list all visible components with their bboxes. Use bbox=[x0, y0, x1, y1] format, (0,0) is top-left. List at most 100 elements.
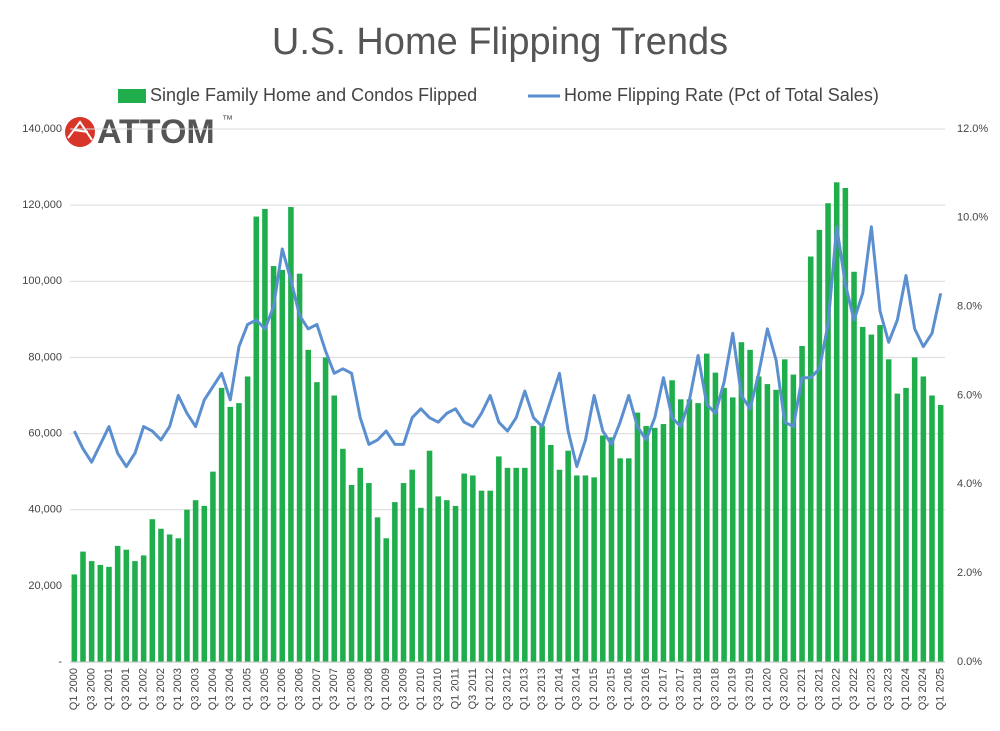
x-tick-label: Q1 2006 bbox=[276, 668, 288, 710]
bar bbox=[513, 467, 519, 662]
bar bbox=[522, 467, 528, 662]
bar bbox=[911, 357, 918, 662]
x-tick-label: Q1 2011 bbox=[449, 668, 461, 709]
bar bbox=[444, 500, 450, 662]
x-tick-label: Q1 2022 bbox=[831, 668, 843, 710]
x-tick-label: Q1 2004 bbox=[207, 668, 219, 710]
logo: ATTOM ™ bbox=[65, 113, 233, 151]
y-tick-label: 100,000 bbox=[22, 275, 62, 287]
line bbox=[72, 225, 943, 469]
bar bbox=[747, 349, 753, 662]
chart-title: U.S. Home Flipping Trends bbox=[272, 21, 728, 63]
bar bbox=[331, 395, 338, 662]
x-tick-label: Q3 2024 bbox=[917, 668, 929, 710]
bar bbox=[88, 561, 95, 662]
bar bbox=[279, 269, 286, 662]
bar bbox=[166, 534, 173, 662]
y2-tick-label: 4.0% bbox=[957, 478, 982, 490]
bar bbox=[236, 403, 242, 662]
bar bbox=[409, 469, 415, 662]
bar bbox=[296, 273, 303, 662]
bar bbox=[816, 229, 823, 662]
bar bbox=[825, 203, 831, 662]
bar bbox=[305, 349, 312, 662]
bar bbox=[262, 208, 268, 662]
bar bbox=[582, 475, 589, 662]
bar bbox=[478, 490, 485, 662]
bar bbox=[781, 359, 788, 662]
x-tick-label: Q1 2001 bbox=[103, 668, 115, 710]
bar bbox=[374, 517, 381, 662]
bar bbox=[677, 399, 684, 662]
y-tick-label: 60,000 bbox=[28, 427, 62, 439]
x-tick-label: Q1 2016 bbox=[623, 668, 635, 710]
x-tick-label: Q1 2015 bbox=[588, 668, 600, 710]
x-tick-label: Q1 2014 bbox=[553, 668, 565, 710]
bar bbox=[322, 357, 329, 662]
x-tick-label: Q3 2019 bbox=[744, 668, 756, 710]
bar bbox=[799, 346, 805, 662]
y2-tick-label: 0.0% bbox=[957, 656, 982, 668]
bar bbox=[201, 505, 208, 662]
bar bbox=[712, 372, 719, 662]
bar bbox=[608, 437, 615, 662]
bar bbox=[877, 325, 883, 662]
bar bbox=[383, 538, 389, 662]
legend-swatch bbox=[118, 89, 146, 103]
logo-icon bbox=[65, 117, 95, 147]
logo-text: ATTOM bbox=[97, 113, 215, 151]
bar bbox=[435, 496, 441, 662]
y-tick-label: 80,000 bbox=[28, 351, 62, 363]
bar bbox=[400, 483, 407, 662]
bar bbox=[149, 519, 156, 662]
x-tick-label: Q1 2012 bbox=[484, 668, 496, 710]
x-tick-label: Q3 2008 bbox=[363, 668, 375, 710]
bar bbox=[496, 456, 502, 662]
bar bbox=[703, 353, 710, 662]
bar bbox=[470, 475, 476, 662]
x-tick-label: Q3 2023 bbox=[883, 668, 895, 710]
bar bbox=[885, 359, 892, 662]
y2-tick-label: 12.0% bbox=[957, 123, 988, 135]
bar bbox=[244, 376, 251, 662]
x-tick-label: Q3 2010 bbox=[432, 668, 444, 710]
bar bbox=[140, 555, 147, 662]
bar bbox=[859, 326, 866, 662]
bar bbox=[764, 384, 771, 662]
bar bbox=[548, 444, 554, 662]
bar bbox=[504, 467, 511, 662]
x-tick-label: Q1 2023 bbox=[865, 668, 877, 710]
bar bbox=[833, 182, 840, 663]
bar bbox=[738, 342, 745, 662]
bar bbox=[600, 435, 606, 662]
y-tick-label: - bbox=[58, 656, 62, 668]
x-tick-label: Q3 2005 bbox=[259, 668, 271, 710]
bar bbox=[903, 387, 909, 662]
x-tick-label: Q1 2013 bbox=[519, 668, 531, 710]
bar bbox=[210, 471, 216, 662]
bar bbox=[253, 216, 260, 663]
bar bbox=[97, 564, 104, 662]
legend-label: Single Family Home and Condos Flipped bbox=[150, 85, 477, 105]
bar bbox=[773, 389, 779, 662]
x-tick-label: Q1 2002 bbox=[138, 668, 150, 710]
x-tick-label: Q3 2013 bbox=[536, 668, 548, 710]
x-tick-label: Q1 2010 bbox=[415, 668, 427, 710]
bar bbox=[894, 393, 901, 662]
bar bbox=[270, 266, 277, 662]
x-tick-label: Q3 2014 bbox=[571, 668, 583, 710]
x-tick-label: Q1 2019 bbox=[727, 668, 739, 710]
bar bbox=[565, 450, 571, 662]
x-tick-label: Q3 2009 bbox=[397, 668, 409, 710]
bar bbox=[192, 500, 199, 662]
x-tick-label: Q3 2006 bbox=[293, 668, 305, 710]
x-tick-label: Q1 2000 bbox=[68, 668, 80, 710]
x-tick-label: Q3 2017 bbox=[675, 668, 687, 710]
x-tick-label: Q3 2018 bbox=[709, 668, 721, 710]
x-tick-label: Q3 2004 bbox=[224, 668, 236, 710]
logo-mark: ™ bbox=[222, 114, 233, 126]
x-tick-label: Q1 2005 bbox=[242, 668, 254, 710]
x-tick-label: Q3 2000 bbox=[86, 668, 98, 710]
bar bbox=[755, 376, 762, 662]
